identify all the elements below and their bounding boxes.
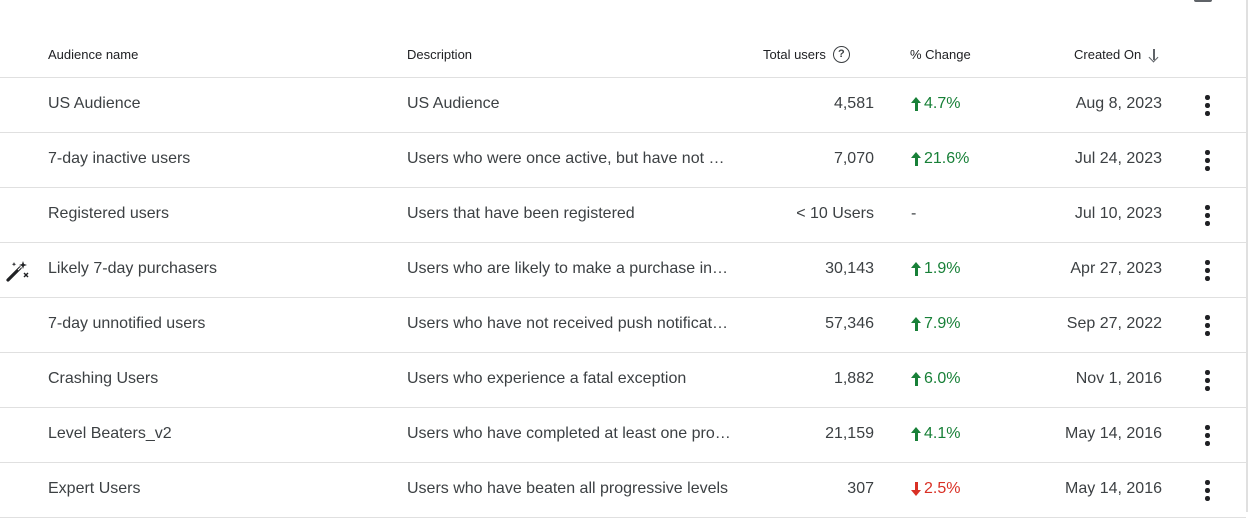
total-users-value: < 10 Users — [796, 205, 874, 222]
created-on-date: Nov 1, 2016 — [1075, 370, 1162, 387]
window-icon[interactable] — [1194, 0, 1212, 2]
header-description[interactable]: Description — [407, 47, 473, 62]
audience-name-link[interactable]: Registered users — [48, 205, 169, 222]
audience-description: Users who experience a fatal exception — [407, 370, 687, 387]
more-options-icon[interactable] — [1195, 366, 1219, 394]
percent-change-value: 4.7% — [924, 95, 961, 112]
more-options-icon[interactable] — [1195, 91, 1219, 119]
percent-change: - — [911, 205, 916, 223]
arrow-up-icon — [911, 152, 922, 166]
percent-change-value: 4.1% — [924, 425, 961, 442]
table-row[interactable]: Likely 7-day purchasers Users who are li… — [0, 243, 1246, 298]
total-users-value: 307 — [847, 480, 874, 497]
total-users-value: 7,070 — [833, 150, 874, 167]
total-users-value: 30,143 — [825, 260, 874, 277]
more-options-icon[interactable] — [1195, 256, 1219, 284]
percent-change-value: 1.9% — [924, 260, 961, 277]
arrow-down-icon — [911, 482, 922, 496]
table-body: US Audience US Audience 4,581 4.7% Aug 8… — [0, 78, 1246, 518]
magic-wand-icon — [6, 261, 29, 282]
percent-change: 4.1% — [911, 425, 960, 443]
more-options-icon[interactable] — [1195, 201, 1219, 229]
arrow-up-icon — [911, 262, 922, 276]
created-on-date: Jul 24, 2023 — [1074, 150, 1162, 167]
created-on-date: Apr 27, 2023 — [1070, 260, 1162, 277]
audience-name-link[interactable]: Expert Users — [48, 480, 141, 497]
percent-change-value: 21.6% — [924, 150, 970, 167]
percent-change-value: 7.9% — [924, 315, 961, 332]
created-on-date: Sep 27, 2022 — [1066, 315, 1162, 332]
table-row[interactable]: 7-day inactive users Users who were once… — [0, 133, 1246, 188]
created-on-date: Jul 10, 2023 — [1074, 205, 1162, 222]
arrow-up-icon — [911, 317, 922, 331]
table-row[interactable]: Registered users Users that have been re… — [0, 188, 1246, 243]
audience-description: US Audience — [407, 95, 500, 112]
header-audience-name[interactable]: Audience name — [48, 47, 139, 62]
more-options-icon[interactable] — [1195, 476, 1219, 504]
percent-change-value: - — [911, 205, 917, 222]
audience-description: Users who have not received push notific… — [407, 315, 729, 332]
audience-name-link[interactable]: 7-day inactive users — [48, 150, 191, 167]
audience-name-link[interactable]: 7-day unnotified users — [48, 315, 206, 332]
audience-name-link[interactable]: US Audience — [48, 95, 141, 112]
header-percent-change[interactable]: % Change — [910, 47, 971, 62]
total-users-value: 21,159 — [825, 425, 874, 442]
more-options-icon[interactable] — [1195, 421, 1219, 449]
header-created-on-label: Created On — [1074, 47, 1142, 62]
audience-name-link[interactable]: Likely 7-day purchasers — [48, 260, 217, 277]
percent-change: 6.0% — [911, 370, 960, 388]
table-row[interactable]: Level Beaters_v2 Users who have complete… — [0, 408, 1246, 463]
table-row[interactable]: US Audience US Audience 4,581 4.7% Aug 8… — [0, 78, 1246, 133]
percent-change: 4.7% — [911, 95, 960, 113]
arrow-up-icon — [911, 427, 922, 441]
more-options-icon[interactable] — [1195, 146, 1219, 174]
help-icon[interactable]: ? — [832, 46, 850, 63]
created-on-date: May 14, 2016 — [1065, 425, 1162, 442]
total-users-value: 57,346 — [825, 315, 874, 332]
created-on-date: May 14, 2016 — [1065, 480, 1162, 497]
table-row[interactable]: 7-day unnotified users Users who have no… — [0, 298, 1246, 353]
percent-change: 1.9% — [911, 260, 960, 278]
sort-descending-icon[interactable] — [1148, 48, 1160, 62]
percent-change: 2.5% — [911, 480, 960, 498]
audience-description: Users who have beaten all progressive le… — [407, 480, 729, 497]
audience-description: Users who are likely to make a purchase … — [407, 260, 732, 277]
panel-border — [1246, 0, 1248, 512]
total-users-value: 1,882 — [833, 370, 874, 387]
audience-name-link[interactable]: Level Beaters_v2 — [48, 425, 172, 442]
more-options-icon[interactable] — [1195, 311, 1219, 339]
audience-description: Users who have completed at least one pr… — [407, 425, 731, 442]
arrow-up-icon — [911, 97, 922, 111]
created-on-date: Aug 8, 2023 — [1075, 95, 1162, 112]
audience-description: Users that have been registered — [407, 205, 635, 222]
header-created-on[interactable]: Created On — [1074, 47, 1160, 63]
percent-change-value: 2.5% — [924, 480, 961, 497]
audience-name-link[interactable]: Crashing Users — [48, 370, 159, 387]
percent-change: 7.9% — [911, 315, 960, 333]
table-row[interactable]: Expert Users Users who have beaten all p… — [0, 463, 1246, 518]
total-users-value: 4,581 — [833, 95, 874, 112]
header-total-users-label: Total users — [763, 46, 826, 62]
table-header: Audience name Description Total users ? … — [0, 0, 1246, 78]
percent-change-value: 6.0% — [924, 370, 961, 387]
header-total-users[interactable]: Total users ? — [763, 46, 850, 63]
table-row[interactable]: Crashing Users Users who experience a fa… — [0, 353, 1246, 408]
percent-change: 21.6% — [911, 150, 969, 168]
audience-description: Users who were once active, but have not… — [407, 150, 732, 167]
arrow-up-icon — [911, 372, 922, 386]
